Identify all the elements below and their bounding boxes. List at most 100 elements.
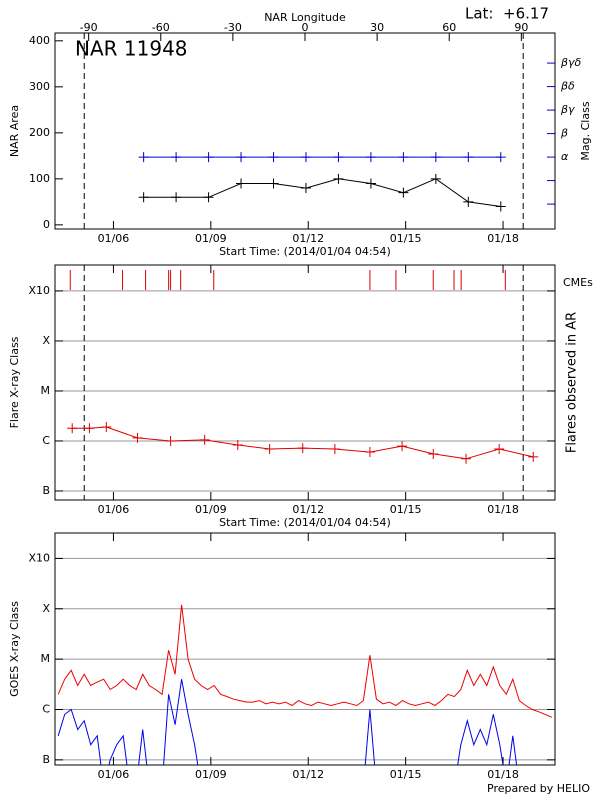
- x-tick-label: 01/09: [195, 232, 227, 245]
- x-axis-label: Start Time: (2014/01/04 04:54): [219, 245, 391, 258]
- series-line: [72, 426, 534, 460]
- point-marker: [138, 192, 149, 203]
- y-tick-label: 200: [29, 126, 50, 139]
- point-marker: [495, 201, 506, 212]
- series-line: [57, 679, 518, 765]
- x2-tick-label: 30: [370, 21, 384, 34]
- point-marker: [132, 432, 143, 443]
- y-tick-label: X: [42, 334, 50, 347]
- point-marker: [364, 447, 375, 458]
- y-tick-label: M: [41, 384, 51, 397]
- y-tick-label: 0: [43, 218, 50, 231]
- x-tick-label: 01/09: [195, 503, 227, 516]
- point-marker: [300, 152, 311, 163]
- x-tick-label: 01/18: [487, 232, 519, 245]
- point-marker: [430, 173, 441, 184]
- point-marker: [528, 451, 539, 462]
- x-tick-label: 01/12: [292, 232, 324, 245]
- x2-tick-label: -60: [152, 21, 170, 34]
- y2-axis-label: Flares observed in AR: [565, 312, 580, 453]
- y2-tick-label: βγδ: [560, 56, 582, 69]
- plot-frame: [54, 264, 556, 501]
- y-tick-label: M: [41, 652, 51, 665]
- point-marker: [398, 187, 409, 198]
- x2-tick-label: -30: [224, 21, 242, 34]
- point-marker: [171, 192, 182, 203]
- x-axis-label: Start Time: (2014/01/04 04:54): [219, 516, 391, 529]
- x-tick-label: 01/15: [390, 232, 422, 245]
- x2-tick-label: 0: [302, 21, 309, 34]
- point-marker: [494, 444, 505, 455]
- series-line: [143, 178, 501, 207]
- y2-axis-label: Mag. Class: [579, 101, 592, 160]
- y-tick-label: X: [42, 602, 50, 615]
- footer: Prepared by HELIO: [487, 782, 590, 795]
- plot-frame: [54, 32, 556, 230]
- x2-tick-label: 90: [514, 21, 528, 34]
- point-marker: [463, 196, 474, 207]
- y2-tick-label: βδ: [560, 80, 575, 93]
- y-tick-label: X10: [28, 284, 50, 297]
- point-marker: [203, 152, 214, 163]
- x-tick-label: 01/06: [98, 232, 130, 245]
- x-tick-label: 01/15: [390, 503, 422, 516]
- point-marker: [495, 152, 506, 163]
- point-marker: [397, 441, 408, 452]
- x2-tick-label: -90: [80, 21, 98, 34]
- point-marker: [138, 152, 149, 163]
- point-marker: [300, 183, 311, 194]
- y-axis-label: Flare X-ray Class: [8, 336, 21, 428]
- point-marker: [268, 152, 279, 163]
- point-marker: [430, 152, 441, 163]
- series-line: [57, 604, 553, 718]
- y2-tick-label: β: [560, 127, 568, 140]
- point-marker: [297, 443, 308, 454]
- point-marker: [101, 422, 112, 433]
- y-tick-label: B: [42, 484, 50, 497]
- point-marker: [232, 440, 243, 451]
- plot-frame: [54, 532, 556, 766]
- point-marker: [171, 152, 182, 163]
- y-tick-label: 300: [29, 80, 50, 93]
- point-marker: [333, 152, 344, 163]
- x-tick-label: 01/06: [98, 768, 130, 781]
- x-tick-label: 01/09: [195, 768, 227, 781]
- y-tick-label: B: [42, 753, 50, 766]
- x-tick-label: 01/18: [487, 503, 519, 516]
- point-marker: [165, 435, 176, 446]
- point-marker: [333, 173, 344, 184]
- cme-label: CMEs: [563, 276, 593, 289]
- y-tick-label: 400: [29, 34, 50, 47]
- point-marker: [463, 152, 474, 163]
- x-tick-label: 01/15: [390, 768, 422, 781]
- point-marker: [365, 178, 376, 189]
- y-axis-label: NAR Area: [8, 105, 21, 157]
- x-tick-label: 01/12: [292, 503, 324, 516]
- point-marker: [84, 423, 95, 434]
- point-marker: [398, 152, 409, 163]
- y-tick-label: C: [42, 434, 50, 447]
- point-marker: [236, 152, 247, 163]
- point-marker: [203, 192, 214, 203]
- panel-title: NAR 11948: [75, 37, 188, 61]
- point-marker: [461, 453, 472, 464]
- point-marker: [365, 152, 376, 163]
- x2-tick-label: 60: [442, 21, 456, 34]
- x-tick-label: 01/12: [292, 768, 324, 781]
- point-marker: [329, 444, 340, 455]
- x2-axis-label: NAR Longitude: [264, 11, 346, 24]
- x-tick-label: 01/18: [487, 768, 519, 781]
- x-tick-label: 01/06: [98, 503, 130, 516]
- y-tick-label: C: [42, 702, 50, 715]
- point-marker: [428, 448, 439, 459]
- point-marker: [264, 444, 275, 455]
- y2-tick-label: α: [561, 150, 569, 163]
- point-marker: [67, 423, 78, 434]
- point-marker: [268, 178, 279, 189]
- y-tick-label: 100: [29, 172, 50, 185]
- y2-tick-label: βγ: [560, 103, 575, 116]
- point-marker: [199, 434, 210, 445]
- annotation: Lat: +6.17: [465, 5, 549, 23]
- y-tick-label: X10: [28, 551, 50, 564]
